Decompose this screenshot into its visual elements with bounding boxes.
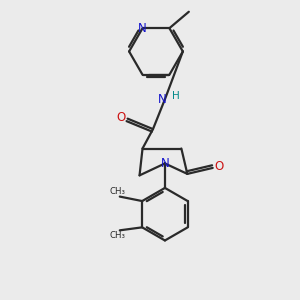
Text: H: H — [172, 91, 179, 101]
Text: N: N — [158, 93, 166, 106]
Text: N: N — [160, 157, 169, 170]
Text: O: O — [116, 111, 126, 124]
Text: CH₃: CH₃ — [110, 231, 125, 240]
Text: CH₃: CH₃ — [110, 187, 125, 196]
Text: N: N — [138, 22, 147, 35]
Text: O: O — [215, 160, 224, 173]
